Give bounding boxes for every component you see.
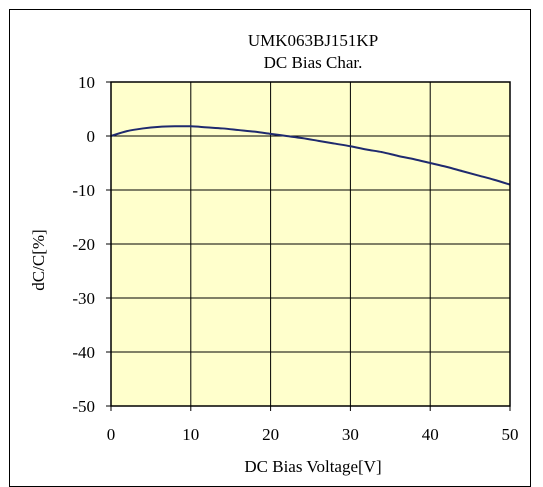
y-tick-label: -40 (72, 343, 95, 362)
x-tick-label: 20 (262, 425, 279, 444)
y-tick-label: -10 (72, 181, 95, 200)
y-tick-label: 0 (87, 127, 96, 146)
x-tick-label: 10 (182, 425, 199, 444)
x-tick-label: 40 (422, 425, 439, 444)
x-axis-label: DC Bias Voltage[V] (244, 457, 381, 476)
y-tick-label: -50 (72, 397, 95, 416)
series-line (110, 125, 511, 186)
y-tick-label: -20 (72, 235, 95, 254)
chart-subtitle: DC Bias Char. (264, 53, 363, 72)
x-tick-labels: 0 10 20 30 40 50 (107, 425, 519, 444)
y-axis-label: dC/C[%] (29, 229, 48, 290)
x-tick-label: 0 (107, 425, 116, 444)
x-tick-label: 30 (342, 425, 359, 444)
y-tick-label: 10 (78, 73, 95, 92)
y-tick-label: -30 (72, 289, 95, 308)
y-tick-labels: 10 0 -10 -20 -30 -40 -50 (72, 73, 95, 416)
x-tick-label: 50 (502, 425, 519, 444)
plot-border (110, 81, 511, 407)
chart-title: UMK063BJ151KP (248, 31, 378, 50)
grid-lines (106, 81, 511, 411)
